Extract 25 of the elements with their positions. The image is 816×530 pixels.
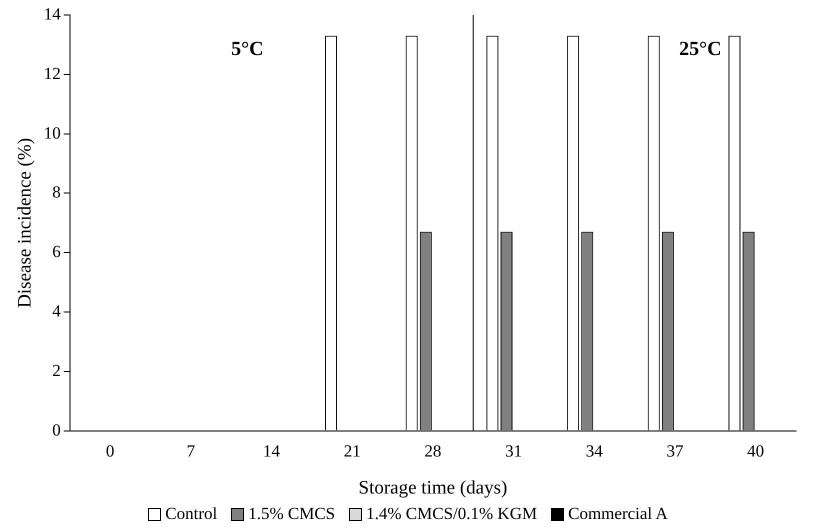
y-tick-label: 6 bbox=[52, 242, 61, 262]
y-tick-label: 4 bbox=[52, 301, 62, 320]
y-axis-title: Disease incidence (%) bbox=[14, 138, 36, 308]
x-tick-label: 34 bbox=[586, 441, 604, 460]
y-tick-label: 0 bbox=[52, 420, 61, 440]
y-tick-label: 10 bbox=[44, 123, 61, 142]
y-tick-label: 2 bbox=[52, 360, 61, 380]
y-tick-label: 14 bbox=[44, 4, 62, 24]
annotation: 25°C bbox=[679, 38, 722, 60]
x-tick-label: 40 bbox=[747, 441, 764, 460]
x-tick-label: 0 bbox=[106, 441, 114, 460]
legend-label: Control bbox=[165, 504, 218, 524]
x-axis-title: Storage time (days) bbox=[358, 478, 508, 499]
y-tick-label: 8 bbox=[52, 182, 61, 202]
x-tick-label: 28 bbox=[424, 441, 442, 460]
x-tick-label: 37 bbox=[666, 441, 684, 460]
x-tick-label: 7 bbox=[186, 441, 196, 460]
x-tick-label: 21 bbox=[344, 441, 361, 460]
x-tick-label: 31 bbox=[505, 441, 522, 460]
x-tick-label: 14 bbox=[263, 441, 281, 460]
legend-label: 1.5% CMCS bbox=[248, 504, 336, 524]
annotation: 5°C bbox=[231, 38, 264, 60]
legend-label: Commercial A bbox=[568, 504, 668, 524]
legend-label: 1.4% CMCS/0.1% KGM bbox=[366, 504, 538, 524]
y-tick-label: 12 bbox=[44, 64, 61, 83]
